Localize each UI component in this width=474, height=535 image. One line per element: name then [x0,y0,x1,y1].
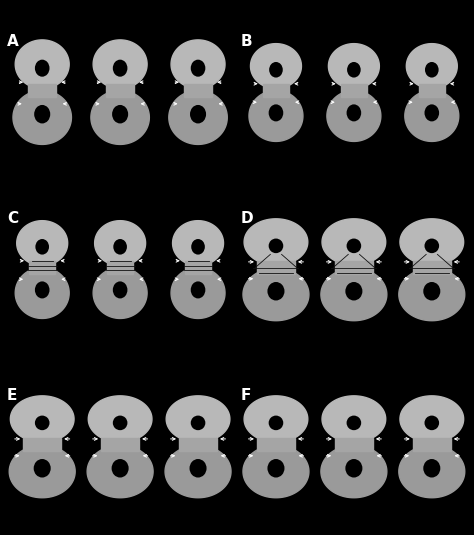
Polygon shape [405,90,459,141]
Polygon shape [406,44,457,89]
Polygon shape [322,396,386,442]
Polygon shape [10,396,74,442]
Polygon shape [24,438,61,452]
Polygon shape [165,445,231,498]
Polygon shape [243,445,309,498]
Ellipse shape [269,239,283,253]
Polygon shape [321,268,387,320]
Polygon shape [87,445,153,498]
Polygon shape [327,90,381,141]
Text: A: A [7,34,19,49]
Polygon shape [322,219,386,265]
Text: F: F [241,388,251,403]
Polygon shape [185,261,211,274]
Text: C: C [7,211,18,226]
Text: B: B [241,34,252,49]
Polygon shape [28,83,56,97]
Polygon shape [400,396,464,442]
Polygon shape [263,83,289,97]
Polygon shape [244,396,308,442]
Ellipse shape [113,239,127,255]
Polygon shape [335,261,373,274]
Ellipse shape [35,281,49,299]
Ellipse shape [190,105,206,124]
Ellipse shape [191,239,205,255]
Polygon shape [257,261,295,274]
Text: D: D [241,211,254,226]
Ellipse shape [113,416,128,430]
Ellipse shape [425,62,438,78]
Polygon shape [93,40,147,89]
Ellipse shape [347,62,361,78]
Polygon shape [101,438,139,452]
Polygon shape [88,396,152,442]
Polygon shape [179,438,217,452]
Polygon shape [13,90,72,144]
Polygon shape [399,445,465,498]
Ellipse shape [191,59,205,77]
Polygon shape [91,90,149,144]
Ellipse shape [112,105,128,124]
Polygon shape [29,261,55,274]
Polygon shape [15,40,69,89]
Text: E: E [7,388,18,403]
Polygon shape [171,40,225,89]
Ellipse shape [191,416,205,430]
Polygon shape [9,445,75,498]
Polygon shape [328,44,379,89]
Polygon shape [413,438,450,452]
Ellipse shape [423,282,440,301]
Ellipse shape [269,62,283,78]
Ellipse shape [346,104,361,121]
Polygon shape [400,219,464,265]
Polygon shape [257,438,295,452]
Polygon shape [419,83,445,97]
Polygon shape [249,90,303,141]
Ellipse shape [111,459,128,478]
Polygon shape [166,396,230,442]
Ellipse shape [191,281,205,299]
Ellipse shape [35,59,49,77]
Ellipse shape [190,459,207,478]
Polygon shape [173,220,224,265]
Polygon shape [15,268,69,318]
Ellipse shape [267,282,284,301]
Ellipse shape [34,105,50,124]
Polygon shape [17,220,68,265]
Ellipse shape [346,282,363,301]
Polygon shape [243,268,309,320]
Polygon shape [93,268,147,318]
Ellipse shape [425,239,439,253]
Polygon shape [335,438,373,452]
Polygon shape [107,261,133,274]
Polygon shape [413,261,450,274]
Polygon shape [399,268,465,320]
Ellipse shape [267,459,284,478]
Ellipse shape [269,416,283,430]
Ellipse shape [269,104,283,121]
Ellipse shape [346,239,361,253]
Ellipse shape [423,459,440,478]
Ellipse shape [425,416,439,430]
Ellipse shape [113,59,128,77]
Polygon shape [321,445,387,498]
Ellipse shape [36,239,49,255]
Polygon shape [244,219,308,265]
Ellipse shape [346,416,361,430]
Ellipse shape [113,281,128,299]
Polygon shape [250,44,301,89]
Polygon shape [184,83,212,97]
Polygon shape [341,83,367,97]
Ellipse shape [34,459,51,478]
Polygon shape [171,268,225,318]
Ellipse shape [346,459,363,478]
Polygon shape [95,220,146,265]
Polygon shape [106,83,134,97]
Ellipse shape [425,104,439,121]
Ellipse shape [35,416,49,430]
Polygon shape [169,90,227,144]
